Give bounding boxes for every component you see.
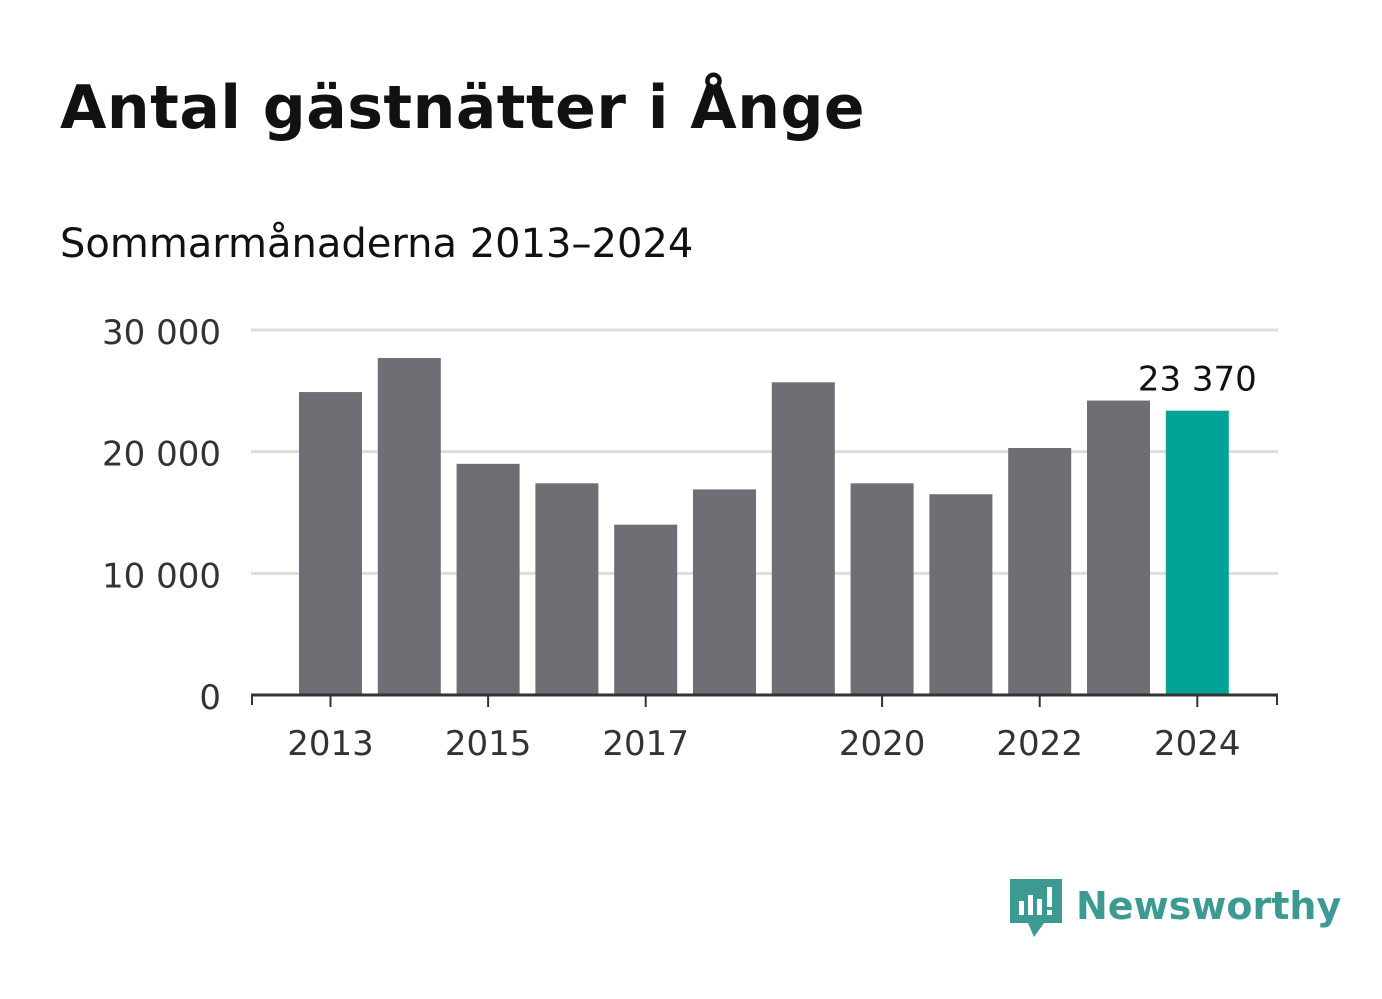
x-axis-ticks: 2013 2015 2017 2020 2022 2024 [287,695,1241,764]
bar [614,524,678,695]
newsworthy-logo-icon [1010,879,1062,937]
bar [771,382,835,695]
x-tick-label: 2020 [839,724,926,764]
bar [456,463,520,695]
x-axis [251,693,1278,705]
y-tick-label: 0 [199,678,221,718]
chart-subtitle: Sommarmånaderna 2013–2024 [60,221,694,267]
brand-footer: Newsworthy [1010,878,1341,942]
x-tick-label: 2024 [1154,724,1241,764]
chart-title: Antal gästnätter i Ånge [60,73,866,143]
bars [299,357,1229,695]
bar-highlight [1165,410,1229,695]
data-labels: 23 370 [1138,360,1257,400]
bar [377,357,441,695]
bar [850,483,914,695]
x-tick-label: 2022 [996,724,1083,764]
x-tick-label: 2015 [445,724,532,764]
y-tick-label: 20 000 [102,435,221,475]
x-tick-label: 2017 [602,724,689,764]
bar [1087,400,1150,695]
brand-name: Newsworthy [1076,884,1342,928]
bar [929,494,993,695]
y-tick-label: 10 000 [102,556,221,596]
bar [299,392,362,695]
x-tick-label: 2013 [287,724,374,764]
y-axis-ticks: 0 10 000 20 000 30 000 [102,313,221,718]
bar [1008,448,1072,695]
y-tick-label: 30 000 [102,313,221,353]
bar [693,489,756,695]
data-label: 23 370 [1138,360,1257,400]
bar [535,483,599,695]
